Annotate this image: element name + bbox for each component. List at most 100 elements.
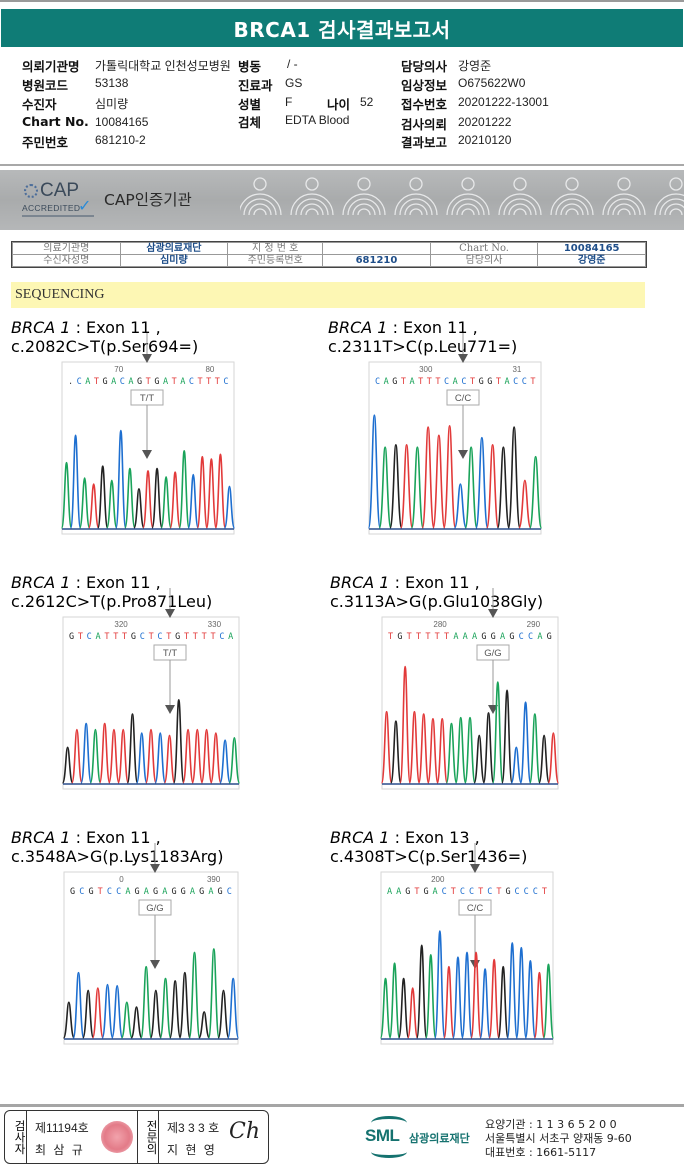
trace-peak <box>390 720 402 784</box>
variant-caption: BRCA 1 : Exon 11 , c.3548A>G(p.Lys1183Ar… <box>11 828 275 866</box>
wave-curl <box>555 198 589 216</box>
signature-box: 검사자 제11194호 최 삼 규 전문의 제3 3 3 호 지 현 영 Ch <box>4 1110 269 1164</box>
base-call: A <box>410 377 415 387</box>
patient-label: 수진자 <box>22 97 57 112</box>
pointer-arrow-icon <box>150 864 160 873</box>
wave-curl <box>352 203 376 216</box>
address-line: 서울특별시 서초구 양재동 9-60 <box>485 1132 632 1145</box>
wave-swirl <box>357 177 371 191</box>
base-call: T <box>542 887 547 897</box>
trace-peak <box>200 728 213 784</box>
wave-curl <box>669 208 683 216</box>
base-call: A <box>111 377 116 387</box>
variant-description: : Exon 11 , c.3113A>G(p.Glu1038Gly) <box>330 573 544 611</box>
base-call: C <box>120 377 125 387</box>
base-call: C <box>227 887 232 897</box>
footer-divider <box>0 1104 684 1107</box>
trace-peak <box>120 1001 133 1039</box>
pointer-arrow-icon <box>470 864 480 873</box>
base-call: T <box>416 632 421 642</box>
base-call: C <box>140 632 145 642</box>
position-tick-label: 200 <box>431 875 445 884</box>
wave-curl <box>404 203 428 216</box>
base-call: C <box>116 887 121 897</box>
summary-row: 수신자성명 심미량 주민등록번호 681210 담당의사 강영준 <box>12 254 646 267</box>
base-call: C <box>533 887 538 897</box>
summary-cell: 주민등록번호 <box>227 254 324 267</box>
base-call: A <box>96 632 101 642</box>
trace-peak <box>149 989 162 1039</box>
base-call: T <box>388 632 393 642</box>
trace-peak <box>425 954 437 1039</box>
peak-arrow-icon <box>458 450 468 459</box>
wave-curl <box>305 208 319 216</box>
wave-curl <box>498 193 542 216</box>
base-call: C <box>79 887 84 897</box>
patient-info: 의뢰기관명 가톨릭대학교 인천성모병원 병동 / - 담당의사 강영준 병원코드… <box>0 52 684 152</box>
specimen-label: 검체 <box>238 115 262 130</box>
base-call: A <box>433 887 438 897</box>
examiner-label: 검사자 <box>5 1111 27 1163</box>
trace-peak <box>172 699 185 784</box>
wave-curl <box>607 198 641 216</box>
examiner-name: 최 삼 규 <box>35 1143 85 1157</box>
trace-peak <box>169 980 182 1039</box>
base-call: T <box>435 377 440 387</box>
org-name: 삼광의료재단 <box>409 1132 470 1145</box>
trace-peak <box>96 465 109 529</box>
base-call: C <box>442 887 447 897</box>
section-divider <box>0 164 684 166</box>
wave-curl <box>508 203 532 216</box>
wave-swirl <box>253 177 267 191</box>
trace-peak <box>111 984 124 1039</box>
wave-swirl <box>513 177 527 191</box>
base-call: A <box>472 632 477 642</box>
base-call: T <box>146 377 151 387</box>
patient-value: 심미량 <box>95 97 129 111</box>
wave-curl <box>550 193 594 216</box>
trace-peak <box>432 434 446 529</box>
variant-caption: BRCA 1 : Exon 11 , c.3113A>G(p.Glu1038Gl… <box>330 573 594 611</box>
trace-peak <box>69 434 82 529</box>
base-call: C <box>519 632 524 642</box>
trace-peak <box>443 965 455 1039</box>
base-call: A <box>387 887 392 897</box>
summary-cell: 심미량 <box>119 254 229 267</box>
footer-address: 요양기관 : 1 1 3 6 5 2 0 0 서울특별시 서초구 양재동 9-6… <box>485 1118 632 1160</box>
base-call: T <box>166 632 171 642</box>
base-call: T <box>78 632 83 642</box>
base-call: T <box>414 887 419 897</box>
trace-peak <box>445 722 458 784</box>
base-call: T <box>197 377 202 387</box>
trace-peak <box>454 716 467 784</box>
trace-peak <box>399 444 414 529</box>
trace-peak <box>406 987 419 1039</box>
base-call: A <box>500 632 505 642</box>
gene-name: BRCA 1 <box>11 828 71 847</box>
trace-peak <box>510 746 523 784</box>
base-call: T <box>530 377 535 387</box>
base-call: T <box>496 377 501 387</box>
specimen-value: EDTA Blood <box>285 113 350 127</box>
variant-description: : Exon 11 , c.2311T>C(p.Leu771=) <box>328 318 518 356</box>
age-value: 52 <box>360 95 374 109</box>
base-call: T <box>210 632 215 642</box>
genotype-label: G/G <box>484 648 501 659</box>
logo-arc-top <box>371 1116 407 1130</box>
trace-peak <box>515 946 528 1039</box>
wave-curl <box>456 203 480 216</box>
base-call: G <box>103 377 108 387</box>
trace-peak <box>452 956 464 1039</box>
gene-name: BRCA 1 <box>330 828 390 847</box>
base-call: T <box>425 632 430 642</box>
trace-peak <box>461 951 473 1039</box>
base-call: C <box>528 632 533 642</box>
trace-peak <box>380 710 393 784</box>
trace-peak <box>98 722 111 784</box>
base-call: T <box>184 632 189 642</box>
base-call: C <box>515 887 520 897</box>
hospital-code-label: 병원코드 <box>22 78 69 93</box>
base-call: C <box>87 632 92 642</box>
